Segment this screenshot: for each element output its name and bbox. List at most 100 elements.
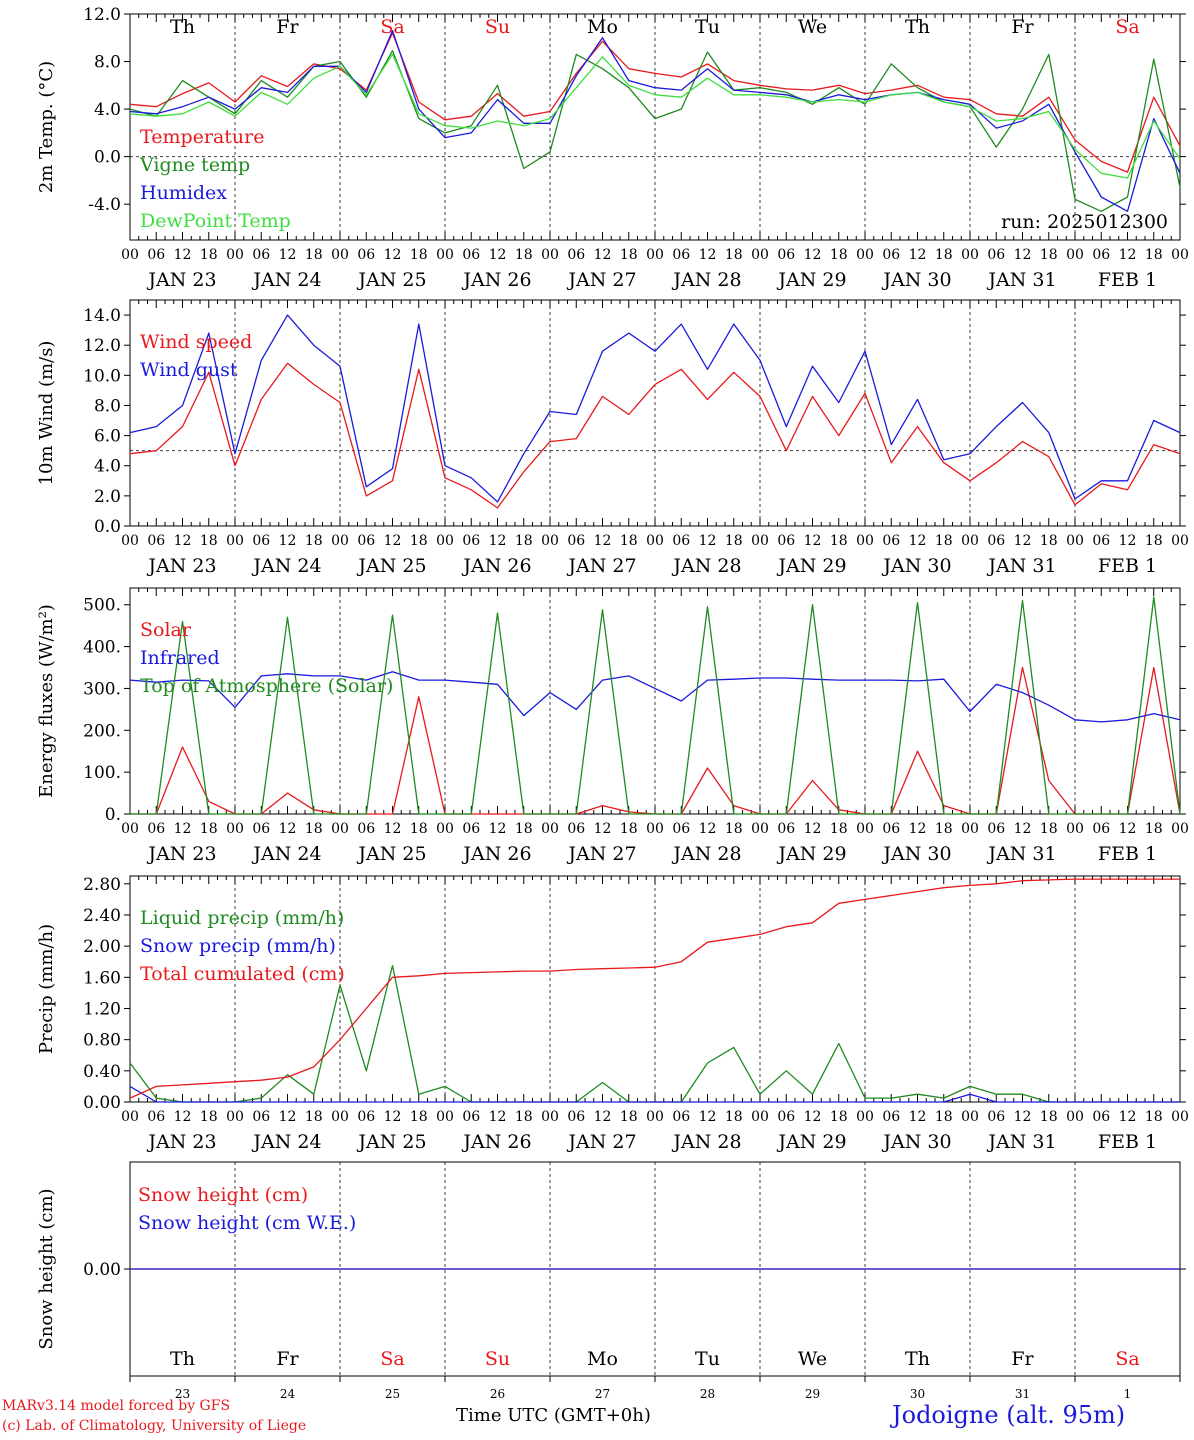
y-tick-label: -4.0 xyxy=(88,195,121,215)
day-name-label: Sa xyxy=(380,1348,404,1370)
hour-label: 12 xyxy=(1014,821,1032,837)
hour-label: 12 xyxy=(804,247,822,263)
day-number-label: 25 xyxy=(385,1387,400,1400)
day-number-label: 26 xyxy=(490,1387,505,1400)
hour-label: 18 xyxy=(830,1109,848,1125)
legend-entry: Humidex xyxy=(140,182,227,204)
date-label: JAN 24 xyxy=(251,269,321,291)
hour-label: 18 xyxy=(1145,1109,1163,1125)
date-label: FEB 1 xyxy=(1098,555,1157,577)
meteogram-chart: 12.08.04.00.0-4.02m Temp. (°C)00 06 12 18 00… xyxy=(36,5,1189,1400)
location-label: Jodoigne (alt. 95m) xyxy=(892,1401,1126,1429)
hour-label: 06 xyxy=(1092,821,1110,837)
hour-label: 12 xyxy=(384,533,402,549)
hour-label: 12 xyxy=(594,247,612,263)
hour-label: 06 xyxy=(672,533,690,549)
day-name-label: Tu xyxy=(695,16,720,38)
hour-label: 18 xyxy=(1040,1109,1058,1125)
hour-label: 12 xyxy=(1014,533,1032,549)
y-tick-label: 14.0 xyxy=(83,306,121,326)
legend-entry: Temperature xyxy=(140,126,264,148)
hour-label: 00 xyxy=(1066,533,1084,549)
hour-label: 06 xyxy=(357,533,375,549)
date-label: JAN 27 xyxy=(566,555,636,577)
date-label: JAN 24 xyxy=(251,843,321,865)
series-line-wind-gust xyxy=(129,314,1181,503)
hour-label: 00 xyxy=(541,533,559,549)
hour-label: 00 xyxy=(646,533,664,549)
hour-label: 06 xyxy=(462,1109,480,1125)
date-label: JAN 30 xyxy=(881,555,951,577)
hour-label: 12 xyxy=(279,247,297,263)
hour-label: 18 xyxy=(1040,533,1058,549)
hour-label: 06 xyxy=(672,247,690,263)
hour-label: 00 xyxy=(751,247,769,263)
series-line-humidex xyxy=(129,29,1181,212)
hour-label: 06 xyxy=(882,1109,900,1125)
date-label: FEB 1 xyxy=(1098,269,1157,291)
hour-label: 06 xyxy=(882,533,900,549)
legend-entry: Vigne temp xyxy=(139,154,250,176)
y-tick-label: 400. xyxy=(83,638,121,658)
hour-label: 06 xyxy=(777,533,795,549)
hour-label: 12 xyxy=(174,1109,192,1125)
hour-label: 12 xyxy=(174,533,192,549)
hour-label: 18 xyxy=(410,533,428,549)
date-label: JAN 30 xyxy=(881,843,951,865)
legend-entry: DewPoint Temp xyxy=(140,210,291,232)
hour-label: 18 xyxy=(1145,533,1163,549)
hour-label: 12 xyxy=(699,1109,717,1125)
hour-label: 06 xyxy=(567,1109,585,1125)
hour-label: 18 xyxy=(1145,247,1163,263)
day-number-label: 28 xyxy=(700,1387,715,1400)
day-name-label: Su xyxy=(485,16,510,38)
hour-label: 18 xyxy=(725,247,743,263)
hour-label: 06 xyxy=(147,1109,165,1125)
day-name-label: Th xyxy=(905,1348,930,1370)
hour-label: 12 xyxy=(909,533,927,549)
hour-label: 00 xyxy=(121,247,139,263)
hour-label: 12 xyxy=(384,821,402,837)
hour-label: 06 xyxy=(462,247,480,263)
hour-label: 12 xyxy=(489,247,507,263)
series-line-vigne-temp xyxy=(129,50,1181,212)
hour-label: 06 xyxy=(462,533,480,549)
date-label: JAN 23 xyxy=(146,843,216,865)
hour-label: 06 xyxy=(882,821,900,837)
hour-label: 12 xyxy=(1119,1109,1137,1125)
hour-label: 06 xyxy=(1092,533,1110,549)
day-number-label: 24 xyxy=(280,1387,296,1400)
y-tick-label: 8.0 xyxy=(94,396,121,416)
y-tick-label: 1.20 xyxy=(83,999,121,1019)
hour-label: 00 xyxy=(331,821,349,837)
hour-label: 18 xyxy=(410,821,428,837)
hour-label: 00 xyxy=(961,533,979,549)
hour-label: 00 xyxy=(436,1109,454,1125)
hour-label: 18 xyxy=(1145,821,1163,837)
hour-label: 18 xyxy=(935,821,953,837)
y-tick-label: 0.00 xyxy=(83,1260,121,1280)
day-name-label: Th xyxy=(170,1348,195,1370)
hour-label: 06 xyxy=(567,247,585,263)
credit-line-2: (c) Lab. of Climatology, University of L… xyxy=(2,1418,307,1434)
hour-label: 06 xyxy=(1092,1109,1110,1125)
date-label: JAN 27 xyxy=(566,269,636,291)
hour-label: 18 xyxy=(200,247,218,263)
hour-label: 12 xyxy=(594,1109,612,1125)
hour-label: 12 xyxy=(489,533,507,549)
date-label: JAN 28 xyxy=(671,269,741,291)
date-label: JAN 27 xyxy=(566,843,636,865)
hour-label: 00 xyxy=(121,533,139,549)
date-label: JAN 26 xyxy=(461,269,531,291)
hour-label: 12 xyxy=(804,821,822,837)
hour-label: 06 xyxy=(357,821,375,837)
hour-label: 00 xyxy=(1066,821,1084,837)
legend-entry: Snow height (cm W.E.) xyxy=(138,1212,356,1234)
hour-label: 12 xyxy=(1119,533,1137,549)
hour-label: 06 xyxy=(252,821,270,837)
hour-label: 18 xyxy=(830,247,848,263)
series-line-snow-precip-mm-h xyxy=(129,1085,1180,1103)
series-line-temperature xyxy=(129,32,1181,173)
hour-label: 06 xyxy=(357,1109,375,1125)
hour-label: 18 xyxy=(725,533,743,549)
